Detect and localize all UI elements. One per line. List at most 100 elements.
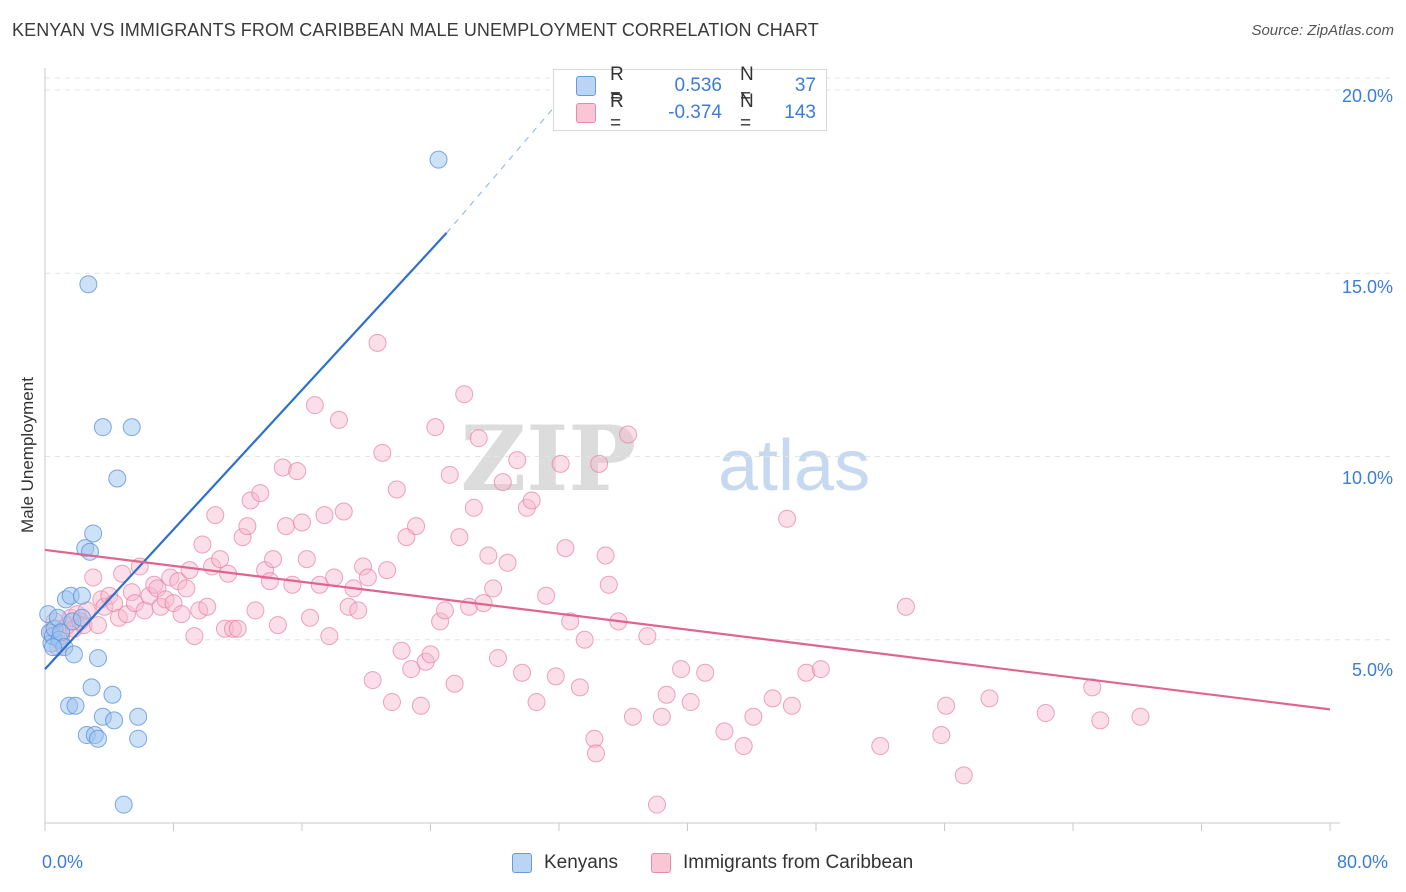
caribbean-point — [479, 546, 498, 565]
caribbean-point — [498, 553, 517, 572]
caribbean-point — [84, 568, 103, 587]
caribbean-point — [734, 737, 753, 756]
caribbean-point — [590, 454, 609, 473]
caribbean-point — [954, 766, 973, 785]
caribbean-point — [180, 561, 199, 580]
caribbean-point — [811, 660, 830, 679]
caribbean-point — [638, 627, 657, 646]
caribbean-point — [763, 689, 782, 708]
legend-item-kenyans: Kenyans — [512, 852, 618, 874]
caribbean-point — [297, 550, 316, 569]
kenyan-point — [114, 795, 133, 814]
caribbean-point — [268, 616, 287, 635]
kenyan-point — [84, 524, 103, 543]
caribbean-point — [305, 396, 324, 415]
caribbean-point — [402, 660, 421, 679]
caribbean-point — [488, 649, 507, 668]
caribbean-point — [871, 737, 890, 756]
axes — [44, 68, 1340, 831]
caribbean-point — [445, 674, 464, 693]
kenyan-point — [105, 711, 124, 730]
caribbean-point — [681, 693, 700, 712]
caribbean-point — [206, 506, 225, 525]
caribbean-point — [537, 586, 556, 605]
caribbean-point — [744, 707, 763, 726]
y-tick-10: 10.0% — [1341, 468, 1393, 488]
caribbean-point — [198, 597, 217, 616]
caribbean-point — [185, 627, 204, 646]
r-label: R = — [610, 91, 624, 134]
caribbean-point — [238, 517, 257, 536]
caribbean-point — [211, 550, 230, 569]
caribbean-point — [508, 451, 527, 470]
correlation-legend: R = 0.536 N = 37 R = -0.374 N = 143 — [553, 64, 827, 134]
kenyan-trend-extension — [446, 82, 576, 234]
kenyan-point — [103, 685, 122, 704]
caribbean-point — [251, 484, 270, 503]
series-legend: Kenyans Immigrants from Caribbean — [0, 852, 1406, 878]
caribbean-point — [363, 671, 382, 690]
legend-label-kenyans: Kenyans — [544, 852, 618, 873]
caribbean-point — [320, 627, 339, 646]
caribbean-point — [378, 561, 397, 580]
kenyan-point — [79, 275, 98, 294]
caribbean-point — [373, 443, 392, 462]
caribbean-point — [672, 660, 691, 679]
caribbean-point — [647, 795, 666, 814]
caribbean-point — [513, 663, 532, 682]
kenyan-point — [89, 649, 108, 668]
caribbean-point — [273, 458, 292, 477]
caribbean-point — [339, 597, 358, 616]
kenyan-point — [82, 678, 101, 697]
r-value: -0.374 — [668, 102, 722, 123]
caribbean-point — [223, 619, 242, 638]
caribbean-point — [354, 557, 373, 576]
kenyans-swatch — [512, 853, 532, 873]
caribbean-point — [469, 429, 488, 448]
caribbean-point — [246, 601, 265, 620]
r-value: 0.536 — [674, 75, 722, 96]
caribbean-point — [241, 491, 260, 510]
legend-row-kenyans: R = 0.536 N = 37 — [576, 64, 816, 107]
caribbean-point — [431, 612, 450, 631]
watermark: ZIP atlas — [461, 406, 871, 512]
caribbean-point — [288, 462, 307, 481]
kenyan-trend-line — [44, 232, 448, 670]
caribbean-point — [172, 605, 191, 624]
caribbean-point — [368, 333, 387, 352]
caribbean-point — [1036, 704, 1055, 723]
x-tick-min: 0.0% — [42, 852, 84, 872]
n-value: 37 — [794, 75, 816, 96]
caribbean-point — [570, 678, 589, 697]
caribbean-point — [522, 491, 541, 510]
chart-title: KENYAN VS IMMIGRANTS FROM CARIBBEAN MALE… — [12, 20, 819, 40]
caribbean-point — [325, 568, 344, 587]
caribbean-point — [464, 498, 483, 517]
caribbean-point — [980, 689, 999, 708]
grid-lines — [45, 77, 1390, 641]
kenyan-point — [429, 150, 448, 169]
kenyan-point — [93, 418, 112, 437]
kenyan-point — [44, 638, 63, 657]
caribbean-point — [440, 465, 459, 484]
caribbean-point — [122, 583, 141, 602]
caribbean-point — [193, 535, 212, 554]
watermark-zip: ZIP — [461, 406, 636, 512]
caribbean-point — [575, 630, 594, 649]
kenyan-point — [129, 707, 148, 726]
source-label: Source: ZipAtlas.com — [1251, 22, 1394, 39]
caribbean-point — [1131, 707, 1150, 726]
caribbean-point — [435, 601, 454, 620]
kenyans-swatch — [576, 76, 596, 96]
legend-label-caribbean: Immigrants from Caribbean — [683, 852, 914, 873]
trend-lines — [44, 82, 1331, 711]
caribbean-point — [599, 575, 618, 594]
caribbean-point — [556, 539, 575, 558]
kenyan-point — [108, 469, 127, 488]
caribbean-point — [392, 641, 411, 660]
caribbean-point — [450, 528, 469, 547]
caribbean-point — [315, 506, 334, 525]
caribbean-point — [619, 425, 638, 444]
caribbean-point — [778, 509, 797, 528]
caribbean-point — [896, 597, 915, 616]
